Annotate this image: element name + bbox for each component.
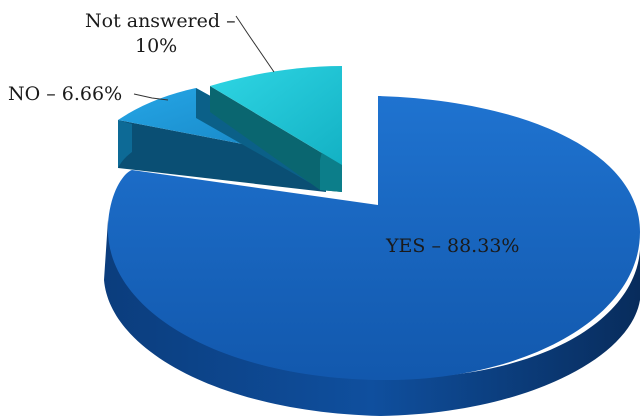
label-not-answered-line2: 10%	[135, 35, 177, 57]
slice-yes-side	[104, 220, 640, 416]
slice-yes	[104, 96, 640, 416]
leader-line-no	[133, 93, 169, 101]
slice-not-answered	[210, 66, 342, 192]
slice-yes-top	[107, 96, 640, 381]
slice-not-answered-top	[210, 66, 342, 165]
slice-no-side	[118, 120, 326, 192]
leader-line-not-answered	[235, 15, 275, 73]
label-yes: YES – 88.33%	[385, 235, 519, 257]
label-no: NO – 6.66%	[8, 83, 122, 105]
label-not-answered-line1: Not answered –	[85, 10, 236, 32]
slice-no-front	[118, 120, 132, 168]
slice-not-answered-side	[210, 86, 342, 192]
